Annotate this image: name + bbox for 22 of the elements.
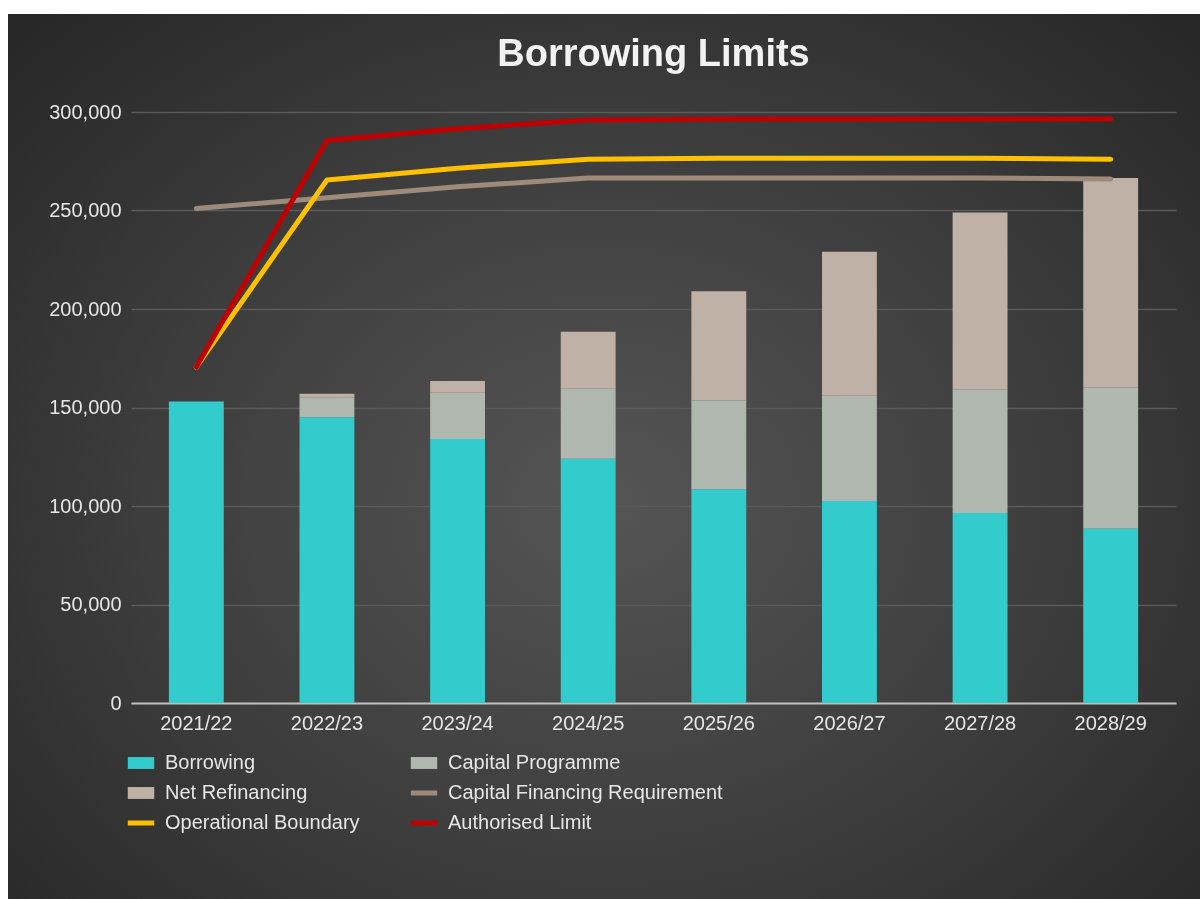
y-tick-label: 100,000 xyxy=(49,494,122,517)
x-tick-label: 2021/22 xyxy=(160,711,233,734)
legend-label: Authorised Limit xyxy=(448,811,592,833)
y-tick-label: 150,000 xyxy=(49,396,122,418)
x-tick-label: 2025/26 xyxy=(682,711,755,734)
y-tick-label: 50,000 xyxy=(60,593,122,615)
x-tick-label: 2026/27 xyxy=(813,711,886,734)
y-tick-label: 300,000 xyxy=(49,100,122,123)
legend-label: Net Refinancing xyxy=(165,781,308,803)
x-tick-label: 2022/23 xyxy=(290,711,364,734)
y-tick-label: 0 xyxy=(110,691,122,714)
x-tick-label: 2023/24 xyxy=(421,711,494,734)
legend-label: Borrowing xyxy=(165,751,256,773)
x-tick-label: 2028/29 xyxy=(1074,711,1147,734)
legend-label: Capital Financing Requirement xyxy=(448,781,724,803)
x-tick-label: 2027/28 xyxy=(943,711,1017,734)
y-tick-label: 250,000 xyxy=(49,199,122,221)
x-tick-label: 2024/25 xyxy=(552,711,625,734)
chart-title: Borrowing Limits xyxy=(497,32,810,74)
legend-label: Operational Boundary xyxy=(165,811,360,833)
y-tick-label: 200,000 xyxy=(49,297,122,320)
legend-label: Capital Programme xyxy=(448,751,621,773)
